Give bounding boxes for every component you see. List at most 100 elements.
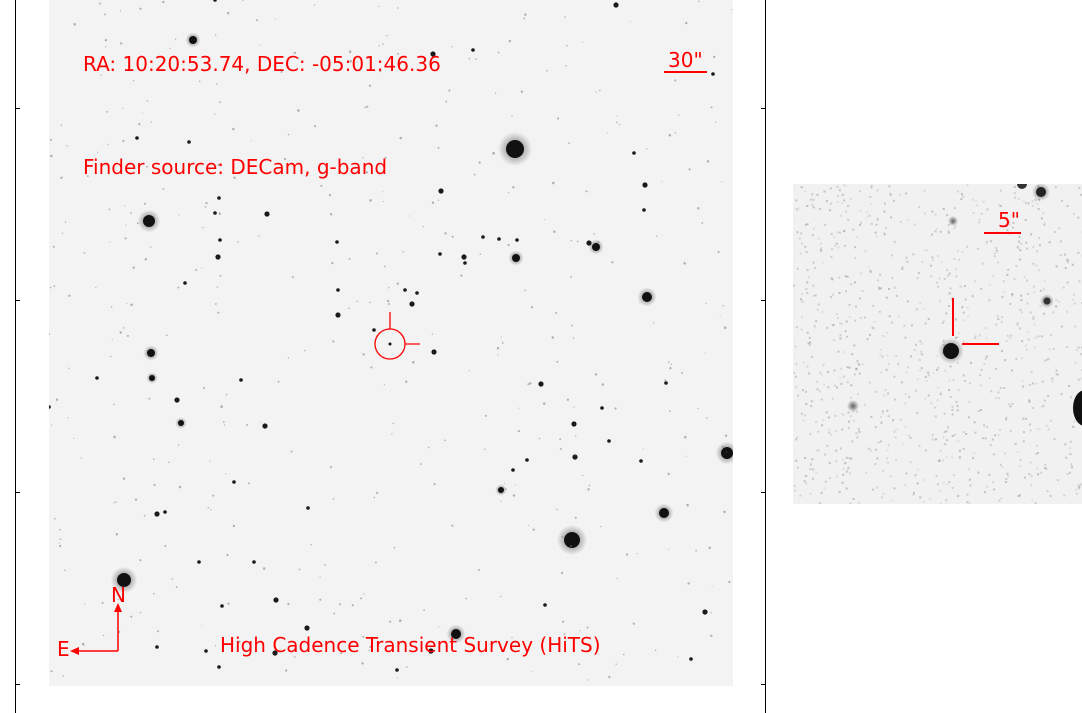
sky-noise	[892, 199, 895, 202]
sky-noise	[1005, 340, 1008, 343]
sky-noise	[818, 502, 821, 504]
sky-noise	[708, 546, 711, 550]
star	[273, 597, 279, 603]
star	[592, 243, 600, 251]
sky-noise	[806, 365, 809, 368]
sky-noise	[226, 553, 229, 557]
sky-noise	[479, 253, 482, 255]
sky-noise	[465, 263, 467, 265]
zoom-cutout-image	[793, 179, 1082, 506]
sky-noise	[968, 468, 970, 471]
sky-noise	[958, 332, 961, 335]
sky-noise	[1030, 475, 1033, 477]
sky-noise	[804, 223, 807, 226]
sky-noise	[1066, 261, 1069, 264]
sky-noise	[105, 46, 107, 48]
sky-noise	[1056, 373, 1059, 376]
sky-noise	[820, 247, 823, 250]
sky-noise	[1013, 192, 1016, 195]
sky-noise	[667, 472, 670, 476]
sky-noise	[1016, 322, 1019, 325]
sky-noise	[951, 409, 954, 411]
sky-noise	[1007, 268, 1010, 271]
sky-noise	[1022, 417, 1025, 420]
sky-noise	[978, 221, 981, 224]
sky-noise	[954, 433, 957, 436]
sky-noise	[280, 70, 283, 73]
sky-noise	[1024, 202, 1027, 205]
sky-noise	[178, 485, 182, 489]
sky-noise	[856, 436, 859, 439]
sky-noise	[109, 241, 111, 243]
sky-noise	[848, 316, 851, 318]
sky-noise	[986, 208, 989, 211]
sky-noise	[505, 488, 507, 491]
sky-noise	[222, 421, 225, 423]
star	[659, 508, 669, 518]
sky-noise	[98, 2, 101, 5]
sky-noise	[1005, 416, 1008, 419]
sky-noise	[722, 445, 724, 448]
sky-noise	[298, 568, 301, 571]
sky-noise	[386, 299, 390, 303]
sky-noise	[563, 633, 566, 636]
sky-noise	[1015, 358, 1018, 361]
star	[572, 454, 578, 460]
sky-noise	[1048, 241, 1051, 244]
sky-noise	[366, 105, 369, 108]
sky-noise	[132, 266, 135, 269]
sky-noise	[710, 612, 712, 614]
sky-noise	[216, 82, 218, 85]
sky-noise	[1006, 269, 1009, 271]
star	[239, 378, 243, 382]
sky-noise	[1065, 456, 1068, 459]
sky-noise	[577, 532, 579, 534]
sky-noise	[162, 0, 165, 4]
sky-noise	[618, 123, 621, 126]
sky-noise	[957, 389, 960, 392]
sky-noise	[905, 472, 908, 475]
figure-left-border	[15, 0, 16, 713]
sky-noise	[669, 410, 671, 412]
star	[525, 458, 529, 462]
sky-noise	[678, 114, 680, 116]
sky-noise	[841, 428, 844, 431]
sky-noise	[1024, 476, 1026, 479]
sky-noise	[809, 198, 812, 201]
sky-noise	[113, 403, 115, 406]
sky-noise	[324, 564, 326, 566]
sky-noise	[853, 419, 855, 422]
sky-noise	[821, 424, 824, 427]
sky-noise	[53, 517, 56, 520]
sky-noise	[889, 193, 892, 196]
sky-noise	[881, 412, 884, 414]
sky-noise	[935, 474, 938, 477]
sky-noise	[1077, 216, 1080, 219]
star	[197, 560, 201, 564]
sky-noise	[48, 333, 50, 336]
sky-noise	[931, 210, 934, 213]
sky-noise	[945, 499, 948, 502]
sky-noise	[1043, 288, 1045, 291]
sky-noise	[816, 388, 819, 391]
sky-noise	[986, 426, 989, 428]
sky-noise	[559, 447, 562, 450]
sky-noise	[977, 410, 980, 413]
sky-noise	[937, 285, 940, 288]
sky-noise	[795, 375, 797, 378]
sky-noise	[402, 251, 404, 253]
sky-noise	[1017, 495, 1020, 498]
sky-noise	[795, 438, 798, 441]
sky-noise	[1005, 225, 1008, 228]
sky-noise	[844, 330, 847, 333]
sky-noise	[1029, 429, 1032, 432]
sky-noise	[150, 121, 152, 123]
sky-noise	[816, 380, 819, 383]
sky-noise	[847, 218, 850, 221]
sky-noise	[177, 286, 180, 289]
sky-noise	[835, 460, 838, 463]
sky-noise	[1071, 466, 1073, 469]
sky-noise	[948, 272, 951, 275]
sky-noise	[801, 316, 803, 319]
sky-noise	[122, 107, 124, 109]
